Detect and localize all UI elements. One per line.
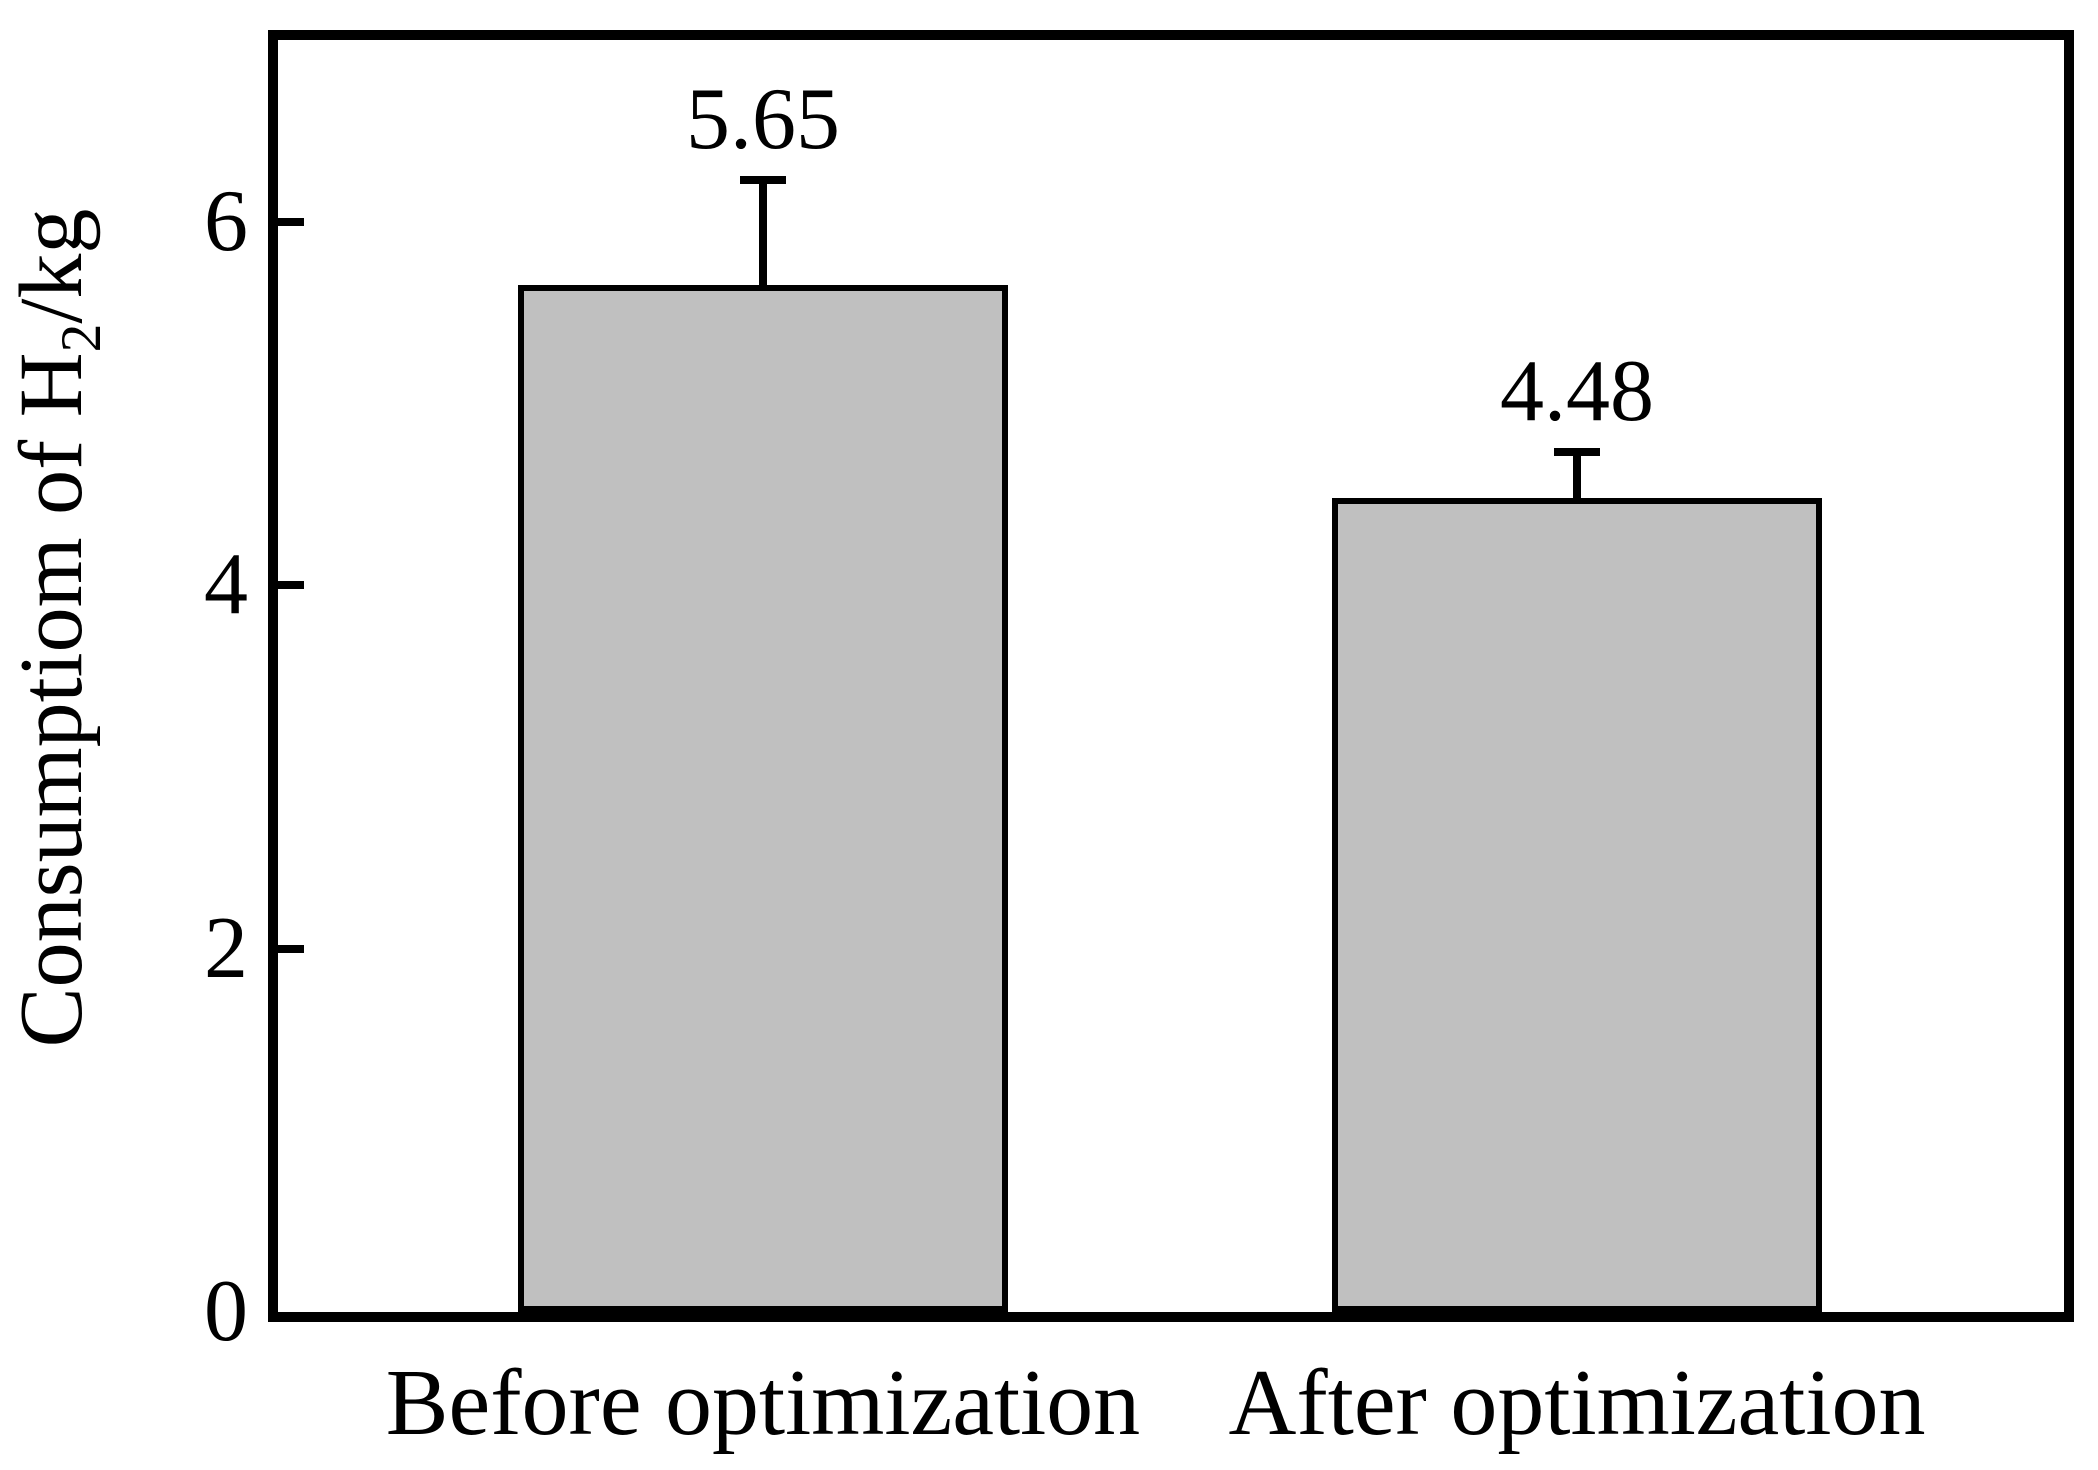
y-tick-label: 4: [204, 536, 248, 634]
error-bar-cap: [740, 175, 786, 184]
y-tick-label: 6: [204, 172, 248, 270]
y-tick-mark: [278, 581, 304, 590]
bar-before-optimization: [518, 285, 1008, 1312]
error-bar-stem: [1573, 456, 1581, 498]
y-axis-title-subscript: 2: [50, 323, 113, 353]
x-category-label: Before optimization: [385, 1351, 1141, 1455]
y-tick-mark: [278, 944, 304, 953]
y-tick-label: 0: [204, 1263, 248, 1360]
x-category-label: After optimization: [1228, 1351, 1926, 1455]
y-tick-label: 2: [204, 899, 248, 997]
error-bar-stem: [759, 183, 767, 286]
bar-after-optimization: [1332, 497, 1822, 1312]
bar-value-label: 4.48: [1500, 343, 1654, 441]
bar-value-label: 5.65: [686, 70, 840, 168]
y-tick-mark: [278, 217, 304, 226]
error-bar-cap: [1554, 448, 1600, 457]
